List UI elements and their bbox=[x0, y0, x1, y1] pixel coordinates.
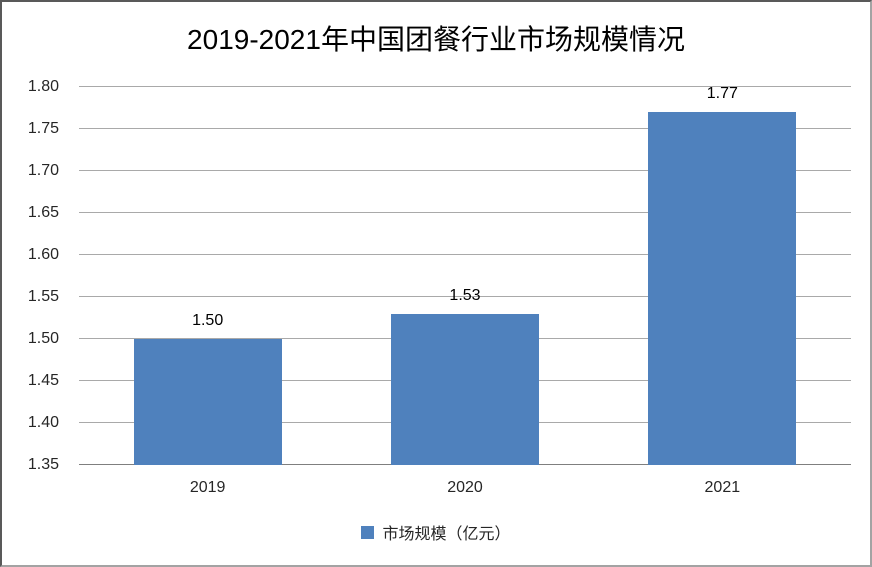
x-tick-label: 2021 bbox=[704, 479, 741, 496]
gridline bbox=[79, 86, 851, 87]
legend-label: 市场规模（亿元） bbox=[382, 526, 511, 543]
bar-2021 bbox=[648, 112, 797, 465]
gridline bbox=[79, 128, 851, 129]
y-tick-label: 1.80 bbox=[27, 78, 59, 95]
gridline bbox=[79, 296, 851, 297]
y-tick-label: 1.50 bbox=[27, 330, 59, 347]
y-tick-label: 1.55 bbox=[27, 288, 59, 305]
y-tick-label: 1.65 bbox=[27, 204, 59, 221]
bar-value-label: 1.53 bbox=[449, 286, 481, 304]
gridline bbox=[79, 254, 851, 255]
legend-swatch-icon bbox=[361, 525, 375, 539]
x-tick-label: 2019 bbox=[189, 479, 226, 496]
gridline bbox=[79, 170, 851, 171]
bar-value-label: 1.77 bbox=[706, 85, 738, 103]
gridline bbox=[79, 212, 851, 213]
bar-2020 bbox=[391, 313, 539, 465]
y-tick-label: 1.70 bbox=[27, 162, 59, 179]
chart-title: 2019-2021年中国团餐行业市场规模情况 bbox=[187, 24, 685, 55]
y-tick-label: 1.60 bbox=[27, 246, 59, 263]
y-tick-label: 1.35 bbox=[27, 456, 59, 473]
y-tick-label: 1.40 bbox=[27, 414, 59, 431]
y-tick-label: 1.45 bbox=[27, 372, 59, 389]
x-tick-label: 2020 bbox=[447, 479, 483, 496]
legend: 市场规模（亿元） bbox=[2, 520, 870, 544]
y-tick-label: 1.75 bbox=[27, 120, 59, 137]
bar-2019 bbox=[133, 339, 282, 465]
bar-value-label: 1.50 bbox=[192, 312, 224, 329]
